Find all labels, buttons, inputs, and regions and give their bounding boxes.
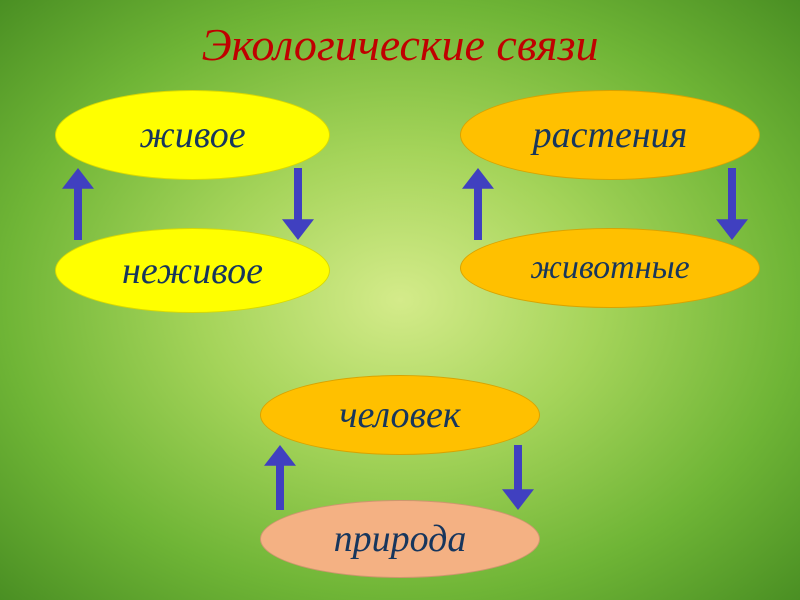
arrows-layer — [0, 0, 800, 600]
